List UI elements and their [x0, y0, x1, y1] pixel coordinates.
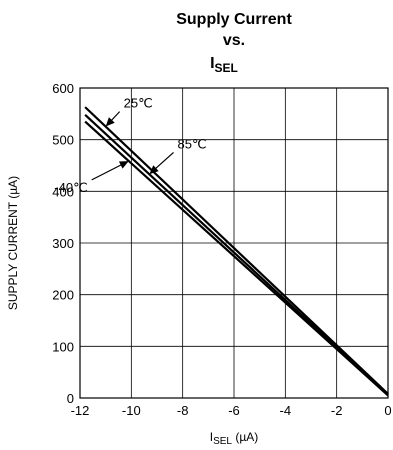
y-axis-label: SUPPLY CURRENT (µA): [6, 176, 20, 310]
annotations: 25℃ 85℃ -40℃: [54, 96, 206, 195]
x-axis-label-unit: (µA): [232, 430, 258, 444]
y-tick-label: 600: [52, 81, 74, 96]
x-tick-label: -2: [331, 403, 343, 418]
y-tick-label: 100: [52, 339, 74, 354]
chart-title-subscript: SEL: [215, 61, 238, 75]
x-axis-label-subscript: SEL: [213, 436, 232, 445]
x-axis-label-symbol: I: [210, 430, 213, 444]
y-tick-label: 300: [52, 236, 74, 251]
x-axis-label: ISEL (µA): [210, 430, 259, 445]
plot-frame: [79, 87, 389, 399]
annotation-arrow-40: [91, 161, 127, 181]
y-tick-label: 500: [52, 133, 74, 148]
chart-title-line-1: Supply Current: [176, 11, 292, 28]
series-line-85: [84, 114, 389, 396]
y-tick-label: 400: [52, 184, 74, 199]
series-line-25: [84, 106, 389, 395]
x-tick-label: -6: [228, 403, 240, 418]
x-tick-labels: -12 -10 -8 -6 -4 -2 0: [71, 403, 392, 418]
x-tick-label: -4: [280, 403, 292, 418]
annotation-label-25: 25℃: [124, 96, 153, 111]
chart-title-symbol: I: [210, 55, 214, 72]
annotation-label-40: -40℃: [54, 180, 87, 195]
annotation-label-85: 85℃: [178, 136, 207, 151]
annotation-arrowhead-40: [118, 161, 129, 169]
x-tick-label: -8: [177, 403, 189, 418]
x-tick-label: -10: [122, 403, 141, 418]
chart-title-line-3: ISEL: [210, 55, 238, 75]
y-tick-label: 0: [67, 391, 74, 406]
series-line-40: [84, 120, 389, 397]
chart-title-line-2: vs.: [223, 32, 245, 49]
x-tick-label: -12: [71, 403, 90, 418]
y-tick-label: 200: [52, 288, 74, 303]
y-tick-labels: 0 100 200 300 400 500 600: [52, 81, 74, 406]
annotation-arrowhead-25: [105, 117, 115, 127]
x-tick-label: 0: [384, 403, 391, 418]
series-lines: [84, 106, 389, 397]
annotation-arrowhead-85: [149, 165, 159, 175]
